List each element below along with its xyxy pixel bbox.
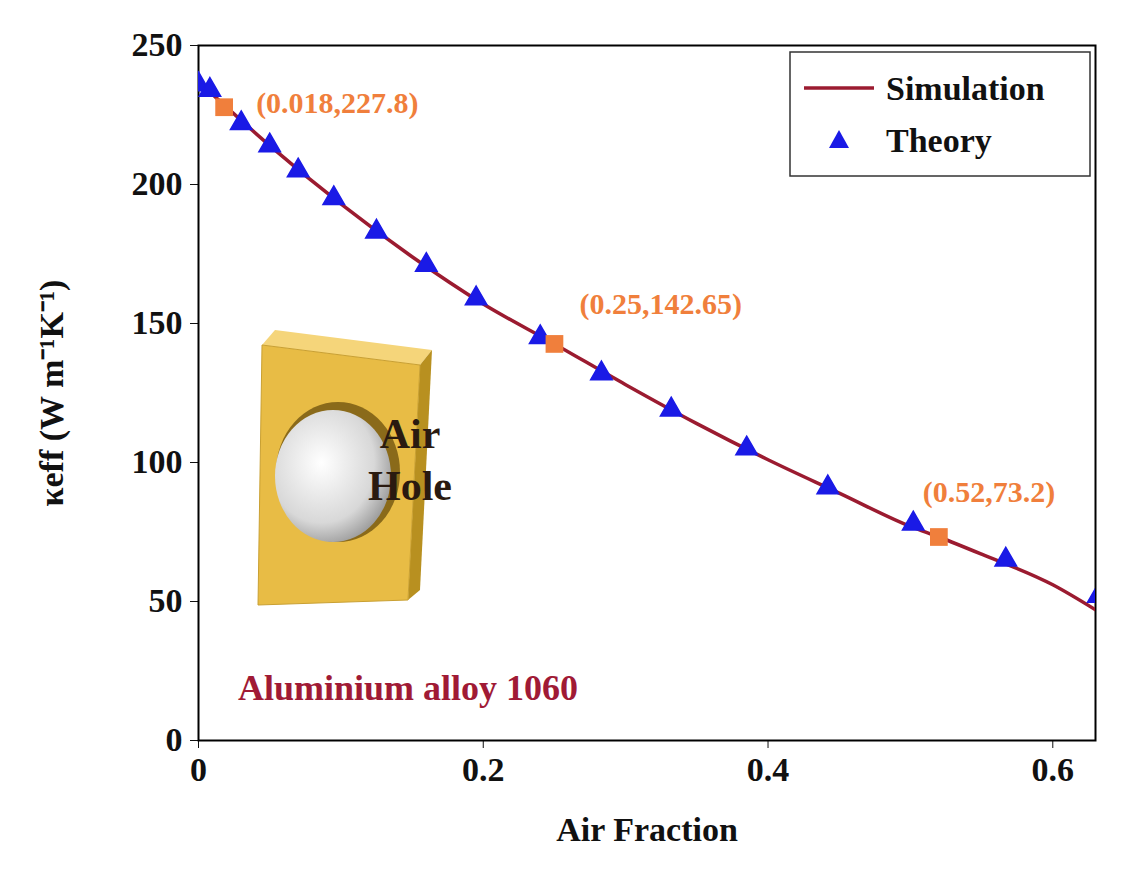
svg-text:0: 0 <box>166 721 183 758</box>
svg-text:(0.25,142.65): (0.25,142.65) <box>579 287 741 321</box>
svg-text:150: 150 <box>132 304 183 341</box>
svg-text:Aluminium alloy 1060: Aluminium alloy 1060 <box>238 668 578 708</box>
svg-text:Air Fraction: Air Fraction <box>556 811 738 848</box>
svg-text:(0.52,73.2): (0.52,73.2) <box>923 475 1055 509</box>
svg-text:200: 200 <box>132 165 183 202</box>
svg-text:250: 250 <box>132 26 183 63</box>
svg-text:Hole: Hole <box>368 463 452 509</box>
svg-text:κeff (W m⁻¹K⁻¹): κeff (W m⁻¹K⁻¹) <box>33 280 71 507</box>
svg-text:(0.018,227.8): (0.018,227.8) <box>256 86 418 120</box>
svg-text:0: 0 <box>190 751 207 788</box>
svg-text:50: 50 <box>149 582 183 619</box>
svg-text:0.2: 0.2 <box>462 751 505 788</box>
svg-text:100: 100 <box>132 443 183 480</box>
svg-text:Theory: Theory <box>886 122 992 159</box>
svg-text:Air: Air <box>380 411 441 457</box>
svg-text:Simulation: Simulation <box>886 70 1045 107</box>
svg-text:0.6: 0.6 <box>1032 751 1075 788</box>
svg-text:0.4: 0.4 <box>747 751 790 788</box>
